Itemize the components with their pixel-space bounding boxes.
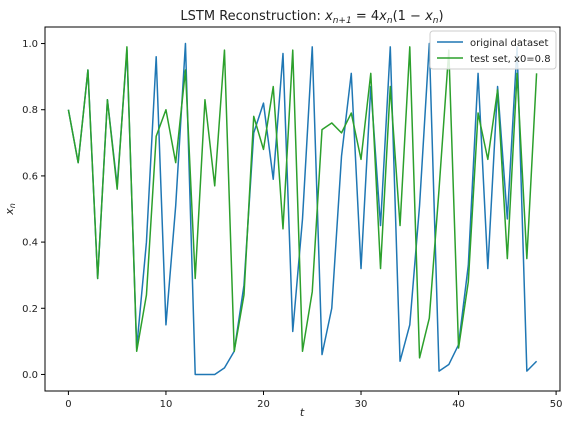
x-tick-label: 30 [355,399,368,410]
y-tick-label: 0.0 [22,370,38,381]
y-tick-label: 0.8 [22,105,38,116]
legend-label-original: original dataset [470,38,548,49]
y-tick-label: 1.0 [22,39,38,50]
series-line-test-set [67,46,538,359]
x-tick-label: 10 [160,399,173,410]
legend-label-test: test set, x0=0.8 [470,54,551,65]
plot-frame [44,26,561,392]
y-axis-label: xn [3,203,17,216]
series-line-original-dataset [67,42,538,376]
legend: original dataset test set, x0=0.8 [429,30,557,70]
chart-title: LSTM Reconstruction: xn+1 = 4xn(1 − xn) [180,9,443,26]
y-tick-label: 0.2 [22,304,38,315]
plot-area [67,42,538,376]
x-axis: 0 10 20 30 40 50 [65,391,562,410]
x-tick-label: 20 [257,399,270,410]
x-tick-label: 40 [452,399,465,410]
y-tick-label: 0.6 [22,171,38,182]
x-axis-label: t [300,406,305,419]
y-axis: 0.0 0.2 0.4 0.6 0.8 1.0 [22,39,45,381]
y-tick-label: 0.4 [22,238,38,249]
x-tick-label: 50 [550,399,563,410]
legend-box [429,30,557,70]
x-tick-label: 0 [65,399,71,410]
